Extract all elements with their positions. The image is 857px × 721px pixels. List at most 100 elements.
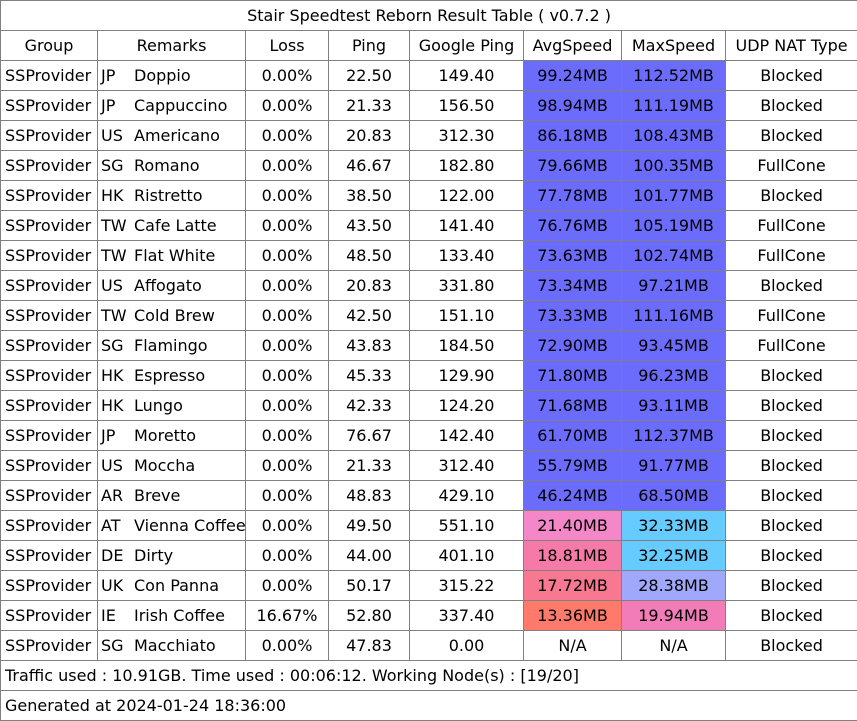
ping-cell: 43.50 — [329, 211, 410, 241]
avg-speed-cell: 72.90MB — [524, 331, 622, 361]
ping-cell: 45.33 — [329, 361, 410, 391]
udp-nat-cell: Blocked — [726, 421, 857, 451]
udp-nat-cell: Blocked — [726, 601, 857, 631]
avg-speed-cell: 73.34MB — [524, 271, 622, 301]
node-name: Affogato — [134, 276, 202, 295]
ping-cell: 48.83 — [329, 481, 410, 511]
udp-nat-cell: FullCone — [726, 331, 857, 361]
avg-speed-cell: 86.18MB — [524, 121, 622, 151]
country-code: HK — [101, 396, 134, 415]
country-code: SG — [101, 336, 134, 355]
node-name: Ristretto — [134, 186, 203, 205]
google-ping-cell: 129.90 — [410, 361, 524, 391]
loss-cell: 0.00% — [246, 241, 329, 271]
google-ping-cell: 312.40 — [410, 451, 524, 481]
ping-cell: 46.67 — [329, 151, 410, 181]
udp-nat-cell: Blocked — [726, 91, 857, 121]
google-ping-cell: 401.10 — [410, 541, 524, 571]
max-speed-cell: 111.19MB — [622, 91, 726, 121]
udp-nat-cell: FullCone — [726, 241, 857, 271]
header-ping: Ping — [329, 31, 410, 61]
node-name: Dirty — [134, 546, 173, 565]
node-name: Irish Coffee — [134, 606, 225, 625]
loss-cell: 0.00% — [246, 361, 329, 391]
country-code: TW — [101, 306, 134, 325]
country-code: JP — [101, 426, 134, 445]
country-code: HK — [101, 186, 134, 205]
max-speed-cell: 105.19MB — [622, 211, 726, 241]
udp-nat-cell: Blocked — [726, 361, 857, 391]
google-ping-cell: 551.10 — [410, 511, 524, 541]
header-google-ping: Google Ping — [410, 31, 524, 61]
country-code: JP — [101, 96, 134, 115]
loss-cell: 0.00% — [246, 61, 329, 91]
country-code: HK — [101, 366, 134, 385]
loss-cell: 0.00% — [246, 301, 329, 331]
node-name: Moccha — [134, 456, 195, 475]
google-ping-cell: 312.30 — [410, 121, 524, 151]
max-speed-cell: 101.77MB — [622, 181, 726, 211]
ping-cell: 42.50 — [329, 301, 410, 331]
ping-cell: 76.67 — [329, 421, 410, 451]
loss-cell: 0.00% — [246, 511, 329, 541]
avg-speed-cell: 73.63MB — [524, 241, 622, 271]
country-code: DE — [101, 546, 134, 565]
group-cell: SSProvider — [1, 541, 98, 571]
loss-cell: 0.00% — [246, 451, 329, 481]
google-ping-cell: 142.40 — [410, 421, 524, 451]
avg-speed-cell: 98.94MB — [524, 91, 622, 121]
avg-speed-cell: 21.40MB — [524, 511, 622, 541]
udp-nat-cell: Blocked — [726, 631, 857, 661]
group-cell: SSProvider — [1, 91, 98, 121]
max-speed-cell: 93.11MB — [622, 391, 726, 421]
google-ping-cell: 331.80 — [410, 271, 524, 301]
node-name: Con Panna — [134, 576, 219, 595]
ping-cell: 47.83 — [329, 631, 410, 661]
group-cell: SSProvider — [1, 571, 98, 601]
max-speed-cell: 68.50MB — [622, 481, 726, 511]
udp-nat-cell: Blocked — [726, 121, 857, 151]
ping-cell: 43.83 — [329, 331, 410, 361]
google-ping-cell: 184.50 — [410, 331, 524, 361]
avg-speed-cell: 61.70MB — [524, 421, 622, 451]
max-speed-cell: N/A — [622, 631, 726, 661]
country-code: AT — [101, 516, 134, 535]
node-name: Moretto — [134, 426, 196, 445]
node-name: Espresso — [134, 366, 205, 385]
ping-cell: 21.33 — [329, 91, 410, 121]
max-speed-cell: 93.45MB — [622, 331, 726, 361]
avg-speed-cell: 79.66MB — [524, 151, 622, 181]
max-speed-cell: 102.74MB — [622, 241, 726, 271]
group-cell: SSProvider — [1, 61, 98, 91]
udp-nat-cell: FullCone — [726, 211, 857, 241]
loss-cell: 0.00% — [246, 631, 329, 661]
max-speed-cell: 96.23MB — [622, 361, 726, 391]
node-name: Breve — [134, 486, 180, 505]
ping-cell: 52.80 — [329, 601, 410, 631]
udp-nat-cell: Blocked — [726, 541, 857, 571]
group-cell: SSProvider — [1, 211, 98, 241]
node-name: Cappuccino — [134, 96, 227, 115]
node-name: Cold Brew — [134, 306, 215, 325]
max-speed-cell: 28.38MB — [622, 571, 726, 601]
loss-cell: 0.00% — [246, 91, 329, 121]
